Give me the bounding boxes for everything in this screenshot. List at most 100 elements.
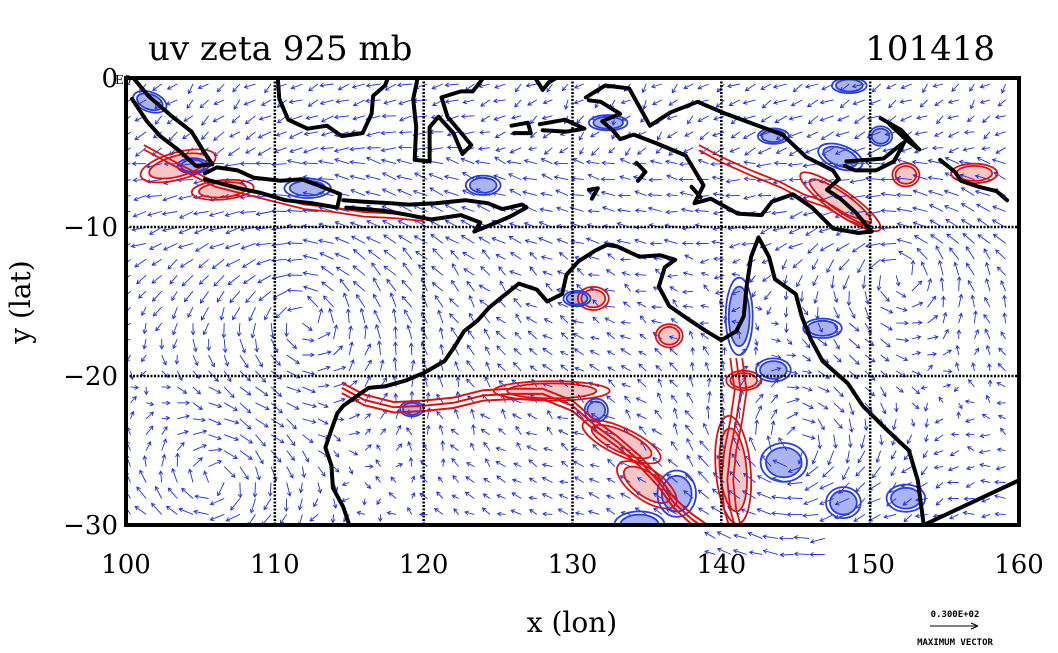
wind-vector (227, 147, 241, 156)
wind-vector (425, 424, 431, 435)
wind-vector (181, 487, 194, 499)
wind-vector (415, 250, 428, 260)
wind-vector (927, 315, 939, 324)
wind-vector (377, 514, 383, 523)
wind-vector (884, 131, 897, 137)
wind-vector (590, 131, 600, 138)
wind-vector (557, 508, 569, 515)
wind-vector (166, 83, 178, 90)
wind-vector (995, 465, 1006, 471)
wind-vector (672, 422, 678, 435)
wind-vector (985, 394, 991, 403)
wind-vector (649, 241, 662, 246)
wind-vector (509, 270, 522, 276)
wind-vector (842, 275, 850, 290)
wind-vector (270, 418, 285, 428)
positive-vorticity-contour (654, 323, 684, 349)
wind-vector (239, 418, 252, 430)
wind-vector (449, 298, 459, 308)
wind-vector (835, 243, 850, 252)
x-tick-label: 110 (250, 550, 300, 580)
wind-vector (969, 99, 975, 110)
positive-vorticity-trough-contour (341, 392, 695, 525)
wind-vector (756, 508, 772, 515)
wind-vector (560, 332, 569, 340)
wind-vector (396, 82, 412, 88)
wind-vector (245, 147, 256, 154)
wind-vector (208, 447, 223, 453)
wind-vector (383, 99, 397, 105)
wind-vector (239, 386, 252, 396)
wind-vector (437, 309, 444, 324)
wind-vector (301, 466, 307, 479)
wind-vector (286, 287, 303, 293)
wind-vector (786, 412, 799, 420)
wind-vector (819, 99, 834, 105)
wind-vector (145, 401, 155, 407)
wind-vector (509, 189, 522, 196)
wind-vector (492, 98, 506, 104)
wind-vector (557, 301, 569, 308)
wind-vector (880, 306, 894, 314)
positive-vorticity-contour (492, 380, 611, 402)
wind-vector (525, 316, 538, 324)
wind-vector (213, 274, 225, 287)
wind-vector (771, 366, 782, 372)
wind-vector (476, 204, 491, 212)
wind-vector (911, 159, 928, 165)
wind-vector (819, 115, 834, 122)
wind-vector (853, 514, 866, 522)
wind-vector (302, 434, 314, 444)
negative-vorticity-fill (871, 128, 890, 144)
wind-vector (683, 83, 694, 90)
wind-vector (161, 425, 168, 435)
wind-vector (600, 176, 615, 182)
wind-vector (981, 513, 991, 519)
negative-vorticity-contour (132, 90, 168, 114)
wind-vector (748, 550, 763, 556)
wind-vector (333, 450, 340, 458)
wind-vector (700, 271, 709, 277)
wind-vector (508, 235, 522, 244)
wind-vector (716, 531, 732, 539)
wind-vector (802, 513, 819, 518)
wind-vector (922, 83, 928, 94)
wind-vector (418, 512, 428, 517)
coast-bali-timor (341, 198, 529, 234)
wind-vector (700, 303, 709, 309)
wind-vector (978, 449, 991, 455)
negative-vorticity-contour (586, 400, 607, 421)
wind-vector (286, 158, 303, 165)
wind-vector (438, 327, 444, 340)
wind-vector (947, 131, 959, 138)
wind-vector (178, 226, 194, 235)
wind-vector (198, 258, 209, 269)
wind-vector (809, 537, 825, 544)
wind-vector (744, 147, 756, 156)
wind-vector (942, 311, 948, 324)
wind-vector (973, 310, 978, 324)
wind-vector (328, 307, 335, 324)
wind-vector (860, 434, 866, 449)
positive-vorticity-qld-contour (732, 357, 748, 525)
wind-vector (835, 131, 850, 137)
coast-seram (537, 117, 587, 134)
wind-vector (697, 83, 709, 90)
wind-vector (181, 274, 194, 287)
wind-vector (788, 115, 803, 121)
wind-vector (236, 323, 242, 337)
x-tick-label: 130 (548, 550, 598, 580)
wind-vector (984, 261, 991, 276)
wind-vector (308, 83, 319, 92)
negative-vorticity-contour (822, 145, 859, 169)
wind-vector (781, 259, 788, 271)
wind-vector (817, 338, 828, 346)
wind-vector (864, 194, 881, 200)
wind-vector (879, 434, 884, 446)
wind-vector (573, 83, 584, 89)
wind-vector (495, 446, 506, 452)
wind-vector (481, 507, 491, 515)
wind-vector (619, 158, 631, 165)
wind-vector (934, 418, 944, 424)
wind-vector (1000, 427, 1006, 435)
